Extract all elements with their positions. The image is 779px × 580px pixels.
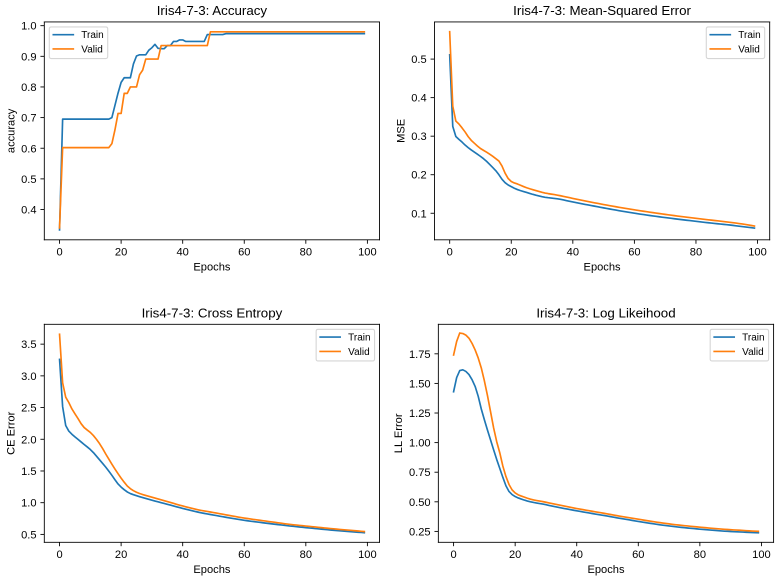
svg-text:40: 40: [177, 549, 189, 561]
svg-text:0: 0: [450, 549, 456, 561]
svg-text:0: 0: [56, 247, 62, 259]
svg-text:Train: Train: [348, 333, 370, 344]
svg-text:0.25: 0.25: [409, 526, 431, 538]
svg-text:80: 80: [300, 247, 312, 259]
svg-text:1.00: 1.00: [409, 438, 431, 450]
svg-text:0.8: 0.8: [21, 82, 36, 94]
svg-text:80: 80: [690, 247, 702, 259]
svg-text:100: 100: [358, 549, 377, 561]
svg-text:0.75: 0.75: [409, 467, 431, 479]
svg-text:Iris4-7-3: Cross Entropy: Iris4-7-3: Cross Entropy: [142, 306, 283, 321]
svg-text:Valid: Valid: [742, 347, 763, 358]
svg-text:1.75: 1.75: [409, 349, 431, 361]
svg-text:MSE: MSE: [395, 119, 407, 143]
svg-text:20: 20: [115, 247, 127, 259]
svg-text:20: 20: [509, 549, 521, 561]
svg-text:Train: Train: [738, 30, 760, 41]
svg-text:Epochs: Epochs: [193, 261, 231, 273]
svg-text:2.0: 2.0: [21, 434, 36, 446]
svg-text:Iris4-7-3: Mean-Squared Error: Iris4-7-3: Mean-Squared Error: [513, 3, 691, 18]
svg-text:accuracy: accuracy: [5, 108, 17, 153]
svg-text:CE Error: CE Error: [5, 411, 17, 455]
svg-text:60: 60: [628, 247, 640, 259]
svg-text:Epochs: Epochs: [587, 564, 625, 576]
svg-text:0.5: 0.5: [21, 174, 36, 186]
svg-text:0.4: 0.4: [21, 205, 36, 217]
svg-text:1.50: 1.50: [409, 378, 431, 390]
svg-text:0: 0: [447, 247, 453, 259]
svg-text:0.2: 0.2: [411, 170, 426, 182]
svg-text:3.0: 3.0: [21, 371, 36, 383]
svg-text:Train: Train: [742, 333, 764, 344]
svg-text:0.7: 0.7: [21, 113, 36, 125]
svg-text:Epochs: Epochs: [193, 564, 231, 576]
svg-text:0.3: 0.3: [411, 131, 426, 143]
svg-text:0.6: 0.6: [21, 143, 36, 155]
svg-text:60: 60: [238, 247, 250, 259]
svg-text:0.9: 0.9: [21, 51, 36, 63]
svg-text:1.0: 1.0: [21, 498, 36, 510]
svg-text:0.50: 0.50: [409, 497, 431, 509]
svg-text:Valid: Valid: [738, 44, 759, 55]
svg-text:Valid: Valid: [348, 347, 370, 358]
svg-text:100: 100: [748, 247, 767, 259]
svg-text:20: 20: [115, 549, 127, 561]
svg-text:Epochs: Epochs: [584, 261, 622, 273]
svg-text:80: 80: [300, 549, 312, 561]
svg-text:LL Error: LL Error: [393, 413, 405, 453]
svg-text:Iris4-7-3: Accuracy: Iris4-7-3: Accuracy: [157, 3, 268, 18]
svg-text:0.5: 0.5: [411, 54, 426, 66]
svg-text:0: 0: [56, 549, 62, 561]
svg-text:Train: Train: [81, 30, 103, 41]
svg-text:100: 100: [752, 549, 771, 561]
svg-text:Iris4-7-3: Log Likeihood: Iris4-7-3: Log Likeihood: [536, 306, 675, 321]
svg-text:0.1: 0.1: [411, 208, 426, 220]
svg-text:3.5: 3.5: [21, 339, 36, 351]
svg-text:0.5: 0.5: [21, 529, 36, 541]
svg-text:60: 60: [632, 549, 644, 561]
svg-text:60: 60: [238, 549, 250, 561]
svg-text:80: 80: [694, 549, 706, 561]
svg-text:20: 20: [505, 247, 517, 259]
svg-text:Valid: Valid: [81, 44, 103, 55]
svg-text:1.25: 1.25: [409, 408, 431, 420]
svg-text:1.5: 1.5: [21, 466, 36, 478]
svg-text:1.0: 1.0: [21, 21, 36, 33]
svg-text:100: 100: [358, 247, 377, 259]
svg-text:40: 40: [567, 247, 579, 259]
svg-text:0.4: 0.4: [411, 93, 426, 105]
svg-text:40: 40: [177, 247, 189, 259]
svg-text:40: 40: [571, 549, 583, 561]
svg-text:2.5: 2.5: [21, 403, 36, 415]
